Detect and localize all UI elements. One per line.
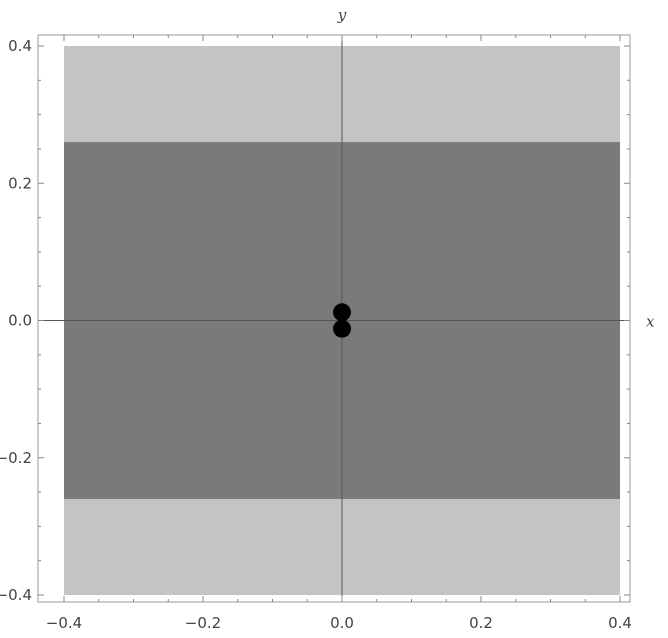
y-tick-label: −0.4 — [0, 586, 32, 604]
points-layer — [333, 303, 351, 338]
x-tick-label: 0.2 — [469, 614, 493, 632]
x-tick-label: 0.0 — [330, 614, 354, 632]
data-point — [333, 303, 351, 322]
y-axis-label: y — [337, 6, 347, 24]
plot-frame — [37, 34, 631, 603]
x-tick-label: −0.4 — [46, 614, 82, 632]
data-point — [333, 319, 351, 338]
y-tick-label: 0.2 — [8, 174, 32, 192]
x-tick-label: 0.4 — [608, 614, 632, 632]
x-axis-label: x — [646, 313, 655, 331]
y-tick-label: 0.4 — [8, 37, 32, 55]
x-tick-label: −0.2 — [185, 614, 221, 632]
y-tick-label: −0.2 — [0, 449, 32, 467]
y-tick-label: 0.0 — [8, 312, 32, 330]
ticks-layer: −0.4 −0.2 0.0 0.2 0.4 −0.4 −0.2 0.0 0.2 0.4 — [0, 35, 632, 632]
